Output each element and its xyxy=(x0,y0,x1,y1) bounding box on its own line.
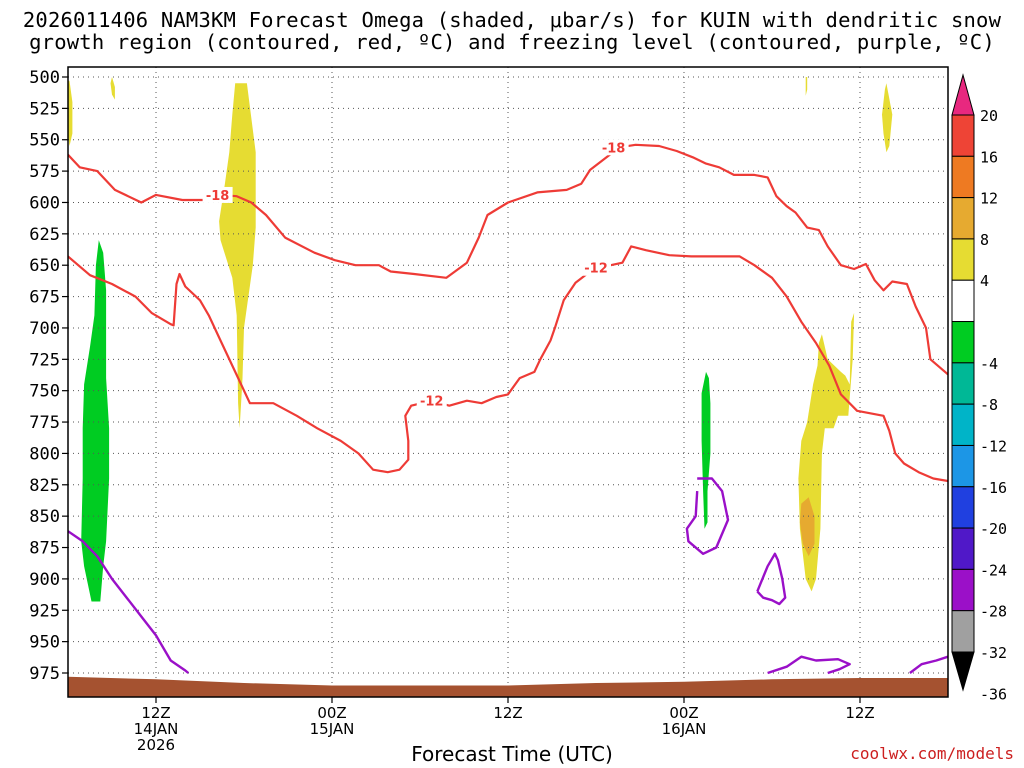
credit-text[interactable]: coolwx.com/models xyxy=(850,744,1014,763)
y-tick-label-625: 625 xyxy=(29,225,60,245)
y-tick-label-775: 775 xyxy=(29,413,60,433)
colorbar-bin--28--24 xyxy=(951,527,975,570)
x-tick-label-18-0: 00Z xyxy=(317,704,346,722)
x-tick-label-6-0: 12Z xyxy=(141,704,170,722)
colorbar-label--36: -36 xyxy=(980,685,1007,703)
terrain-surface xyxy=(68,676,948,697)
y-tick-label-850: 850 xyxy=(29,507,60,527)
omega-shade-3 xyxy=(805,77,808,96)
colorbar-bin-4-8 xyxy=(951,238,975,281)
colorbar: 20 16 12 8 4 -4 -8 -12 -16 -20 -24 -28 -32 -36 xyxy=(951,73,1007,703)
y-tick-label-550: 550 xyxy=(29,131,60,151)
plot-area: -18 -12 -18 -12 xyxy=(67,66,949,698)
x-axis-label: Forecast Time (UTC) xyxy=(411,742,613,766)
colorbar-label-20: 20 xyxy=(980,107,998,125)
y-tick-label-575: 575 xyxy=(29,162,60,182)
y-tick-label-650: 650 xyxy=(29,256,60,276)
chart-title-line2: growth region (contoured, red, ºC) and f… xyxy=(29,30,995,54)
colorbar-label--28: -28 xyxy=(980,603,1007,621)
x-tick-label-30-0: 12Z xyxy=(493,704,522,722)
omega-shade-0 xyxy=(68,80,73,146)
y-tick-label-800: 800 xyxy=(29,444,60,464)
colorbar-bin-12-16 xyxy=(951,155,975,199)
colorbar-label-4: 4 xyxy=(980,272,989,290)
colorbar-bin--36--32 xyxy=(951,610,975,653)
y-tick-label-750: 750 xyxy=(29,382,60,402)
y-tick-label-975: 975 xyxy=(29,664,60,684)
dendritic-label-1: -12 xyxy=(584,262,608,277)
colorbar-label--12: -12 xyxy=(980,437,1007,455)
freezing-contour-0 xyxy=(68,530,190,674)
dendritic-label-bg-extra-0 xyxy=(598,139,629,156)
colorbar-label--32: -32 xyxy=(980,644,1007,662)
colorbar-bin--16--12 xyxy=(951,403,975,446)
colorbar-bin--8--4 xyxy=(951,321,975,364)
colorbar-bin-16-20 xyxy=(951,114,975,157)
omega-shade-8 xyxy=(701,371,711,529)
y-tick-label-950: 950 xyxy=(29,633,60,653)
colorbar-label--4: -4 xyxy=(980,355,998,373)
colorbar-label--20: -20 xyxy=(980,520,1007,538)
colorbar-bin--24--20 xyxy=(951,486,975,529)
colorbar-label--24: -24 xyxy=(980,561,1007,579)
x-tick-label-18-1: 15JAN xyxy=(310,720,355,738)
colorbar-label-8: 8 xyxy=(980,231,989,249)
freezing-contour-1 xyxy=(685,477,730,555)
dendritic-label-0: -18 xyxy=(206,189,230,204)
colorbar-bin-8-12 xyxy=(951,197,975,240)
omega-shade-6 xyxy=(799,497,815,557)
y-tick-label-700: 700 xyxy=(29,319,60,339)
colorbar-label-12: 12 xyxy=(980,190,998,208)
axes: 500 525 550 575 600 625 650 675 700 725 750 775 800 8… xyxy=(29,68,874,754)
x-tick-label-6-1: 14JAN xyxy=(134,720,179,738)
dendritic-label-extra-1: -12 xyxy=(420,395,444,410)
colorbar-bin--32--28 xyxy=(951,568,975,612)
colorbar-label-16: 16 xyxy=(980,148,998,166)
colorbar-label--8: -8 xyxy=(980,396,998,414)
omega-shade-4 xyxy=(882,83,893,153)
dendritic-label-extra-0: -18 xyxy=(602,141,626,156)
chart-title-line1: 2026011406 NAM3KM Forecast Omega (shaded… xyxy=(22,8,1002,32)
x-tick-label-54-0: 12Z xyxy=(845,704,874,722)
y-tick-label-825: 825 xyxy=(29,476,60,496)
omega-shade-7 xyxy=(81,240,110,602)
plot-inner: -18 -12 -18 -12 xyxy=(68,67,948,697)
colorbar-label--16: -16 xyxy=(980,479,1007,497)
colorbar-bin--12--8 xyxy=(951,362,975,405)
colorbar-bin--20--16 xyxy=(951,444,975,488)
y-tick-label-525: 525 xyxy=(29,99,60,119)
x-tick-label-42-1: 16JAN xyxy=(662,720,707,738)
x-tick-label-42-0: 00Z xyxy=(669,704,698,722)
dendritic-label-bg-1 xyxy=(581,259,611,276)
freezing-contour-4 xyxy=(909,655,948,674)
y-tick-label-500: 500 xyxy=(29,68,60,88)
freezing-contour-3 xyxy=(767,655,851,675)
y-tick-label-675: 675 xyxy=(29,288,60,308)
dendritic-label-bg-extra-1 xyxy=(416,392,447,409)
dendritic-contour-0 xyxy=(68,143,948,376)
y-tick-label-925: 925 xyxy=(29,601,60,621)
dendritic-label-bg-0 xyxy=(202,186,233,203)
colorbar-top-arrow xyxy=(951,73,975,116)
x-tick-label-6-2: 2026 xyxy=(137,736,175,754)
colorbar-bin--4-4 xyxy=(951,279,975,323)
freezing-contour-2 xyxy=(756,552,787,606)
colorbar-bottom-arrow xyxy=(951,651,975,692)
y-tick-label-875: 875 xyxy=(29,539,60,559)
y-tick-label-725: 725 xyxy=(29,350,60,370)
dendritic-contour-1 xyxy=(68,245,948,483)
omega-shade-2 xyxy=(219,83,256,429)
omega-shade-1 xyxy=(110,77,115,100)
y-tick-label-900: 900 xyxy=(29,570,60,590)
y-tick-label-600: 600 xyxy=(29,193,60,213)
